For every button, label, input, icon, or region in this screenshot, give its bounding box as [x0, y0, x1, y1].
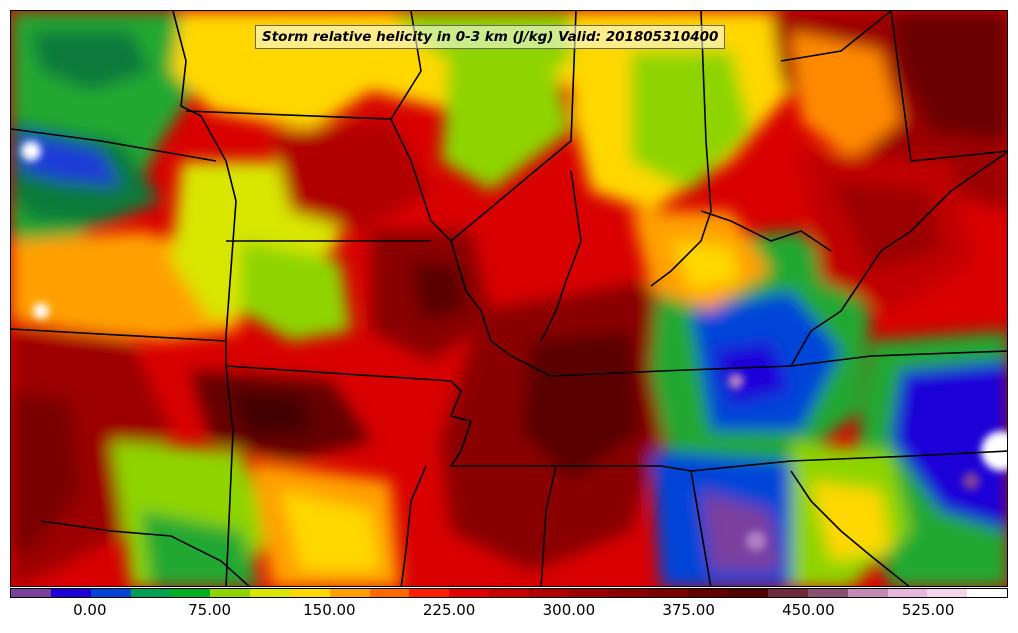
- map-title: Storm relative helicity in 0-3 km (J/kg)…: [255, 25, 726, 49]
- colorbar-segment: [728, 589, 769, 597]
- colorbar-segment: [847, 589, 888, 597]
- colorbar-tick-label: 0.00: [73, 601, 107, 619]
- colorbar-segment: [409, 589, 450, 597]
- colorbar-segment: [369, 589, 410, 597]
- colorbar-segment: [250, 589, 290, 597]
- colorbar-segment: [210, 589, 251, 597]
- helicity-map: Storm relative helicity in 0-3 km (J/kg)…: [10, 10, 1008, 587]
- colorbar-segment: [887, 589, 928, 597]
- colorbar-tick-label: 375.00: [662, 601, 715, 619]
- colorbar-tick-label: 525.00: [901, 601, 955, 619]
- colorbar-segment: [608, 589, 649, 597]
- colorbar-segment: [967, 589, 1008, 597]
- colorbar-segment: [50, 589, 91, 597]
- map-field-svg: [11, 11, 1007, 586]
- colorbar: [10, 588, 1008, 598]
- colorbar-segment: [489, 589, 529, 597]
- colorbar-segment: [449, 589, 490, 597]
- colorbar-segment: [768, 589, 808, 597]
- colorbar-tick-label: 75.00: [188, 601, 232, 619]
- colorbar-segment: [927, 589, 968, 597]
- colorbar-segment: [329, 589, 370, 597]
- colorbar-tick-label: 150.00: [303, 601, 356, 619]
- colorbar-segment: [528, 589, 569, 597]
- colorbar-tick-label: 300.00: [542, 601, 596, 619]
- colorbar-segment: [688, 589, 729, 597]
- colorbar-tick-labels: 0.00 75.00 150.00 225.00 300.00 375.00 450.00 5…: [10, 601, 1008, 623]
- colorbar-tick-label: 450.00: [782, 601, 835, 619]
- colorbar-segment: [11, 589, 51, 597]
- colorbar-tick-label: 225.00: [422, 601, 476, 619]
- colorbar-segment: [648, 589, 689, 597]
- colorbar-segment: [130, 589, 171, 597]
- colorbar-segment: [289, 589, 330, 597]
- colorbar-segment: [170, 589, 211, 597]
- colorbar-segment: [568, 589, 609, 597]
- state-boundaries: [11, 11, 1007, 586]
- colorbar-segment: [807, 589, 848, 597]
- colorbar-segment: [90, 589, 131, 597]
